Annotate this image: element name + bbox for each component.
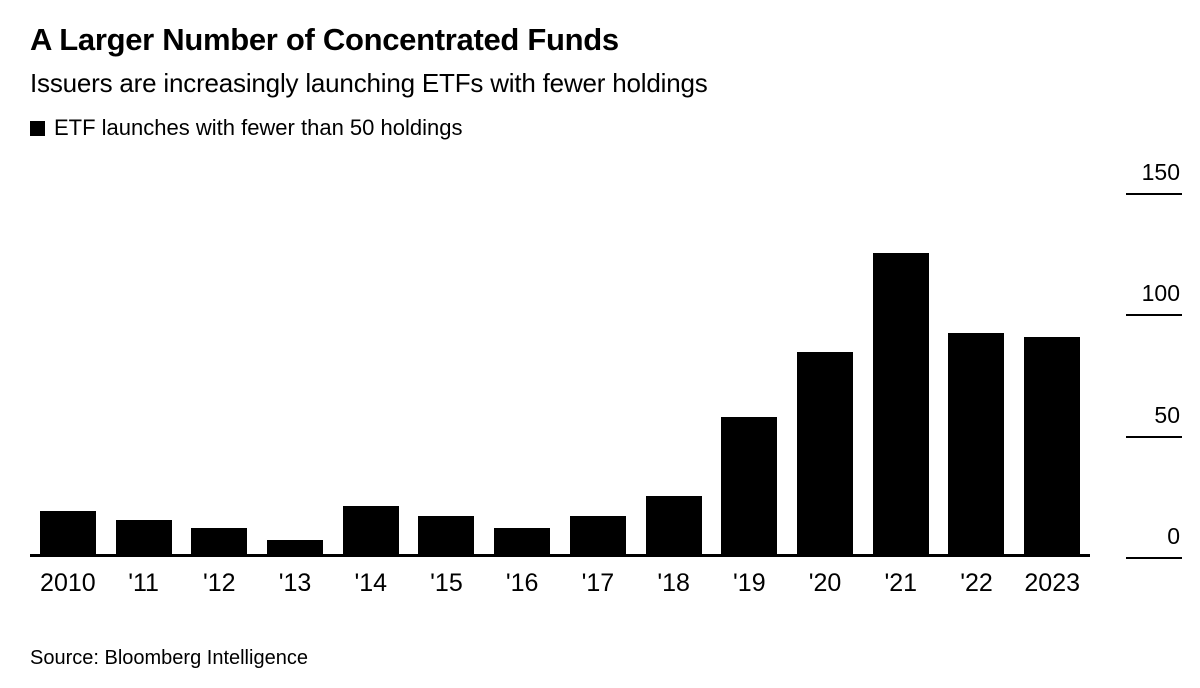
x-axis-labels: 2010 '11 '12 '13 '14 '15 '16 '17 '18 '19 '20 '21 '22…: [30, 569, 1182, 598]
x-axis-label: '22: [960, 569, 993, 597]
bar-slot: [333, 193, 409, 554]
bar-slot: [484, 193, 560, 554]
bar-slot: [560, 193, 636, 554]
y-tick-label: 50: [1154, 401, 1180, 428]
bar-slot: [939, 193, 1015, 554]
bar-16: [494, 527, 551, 554]
bar-22: [948, 332, 1005, 554]
bar-12: [191, 527, 248, 554]
chart-title: A Larger Number of Concentrated Funds: [30, 22, 619, 57]
bar-slot: [1014, 193, 1090, 554]
bar-slot: [181, 193, 257, 554]
legend-swatch-icon: [30, 120, 45, 136]
bar-slot: [636, 193, 712, 554]
bar-slot: [787, 193, 863, 554]
x-axis-label: '21: [884, 569, 918, 597]
bar-18: [645, 496, 702, 554]
y-tick-label: 0: [1167, 523, 1180, 549]
bar-14: [342, 505, 399, 554]
x-axis-label: '18: [657, 569, 690, 597]
bar-slot: [863, 193, 939, 554]
bar-slot: [409, 193, 485, 554]
bar-15: [418, 515, 475, 554]
x-axis-label: '17: [581, 569, 615, 597]
source-note: Source: Bloomberg Intelligence: [30, 647, 308, 669]
chart: 150 100 50 0: [30, 159, 1182, 559]
x-axis-label: '13: [278, 569, 312, 597]
x-axis-label: '19: [733, 569, 766, 597]
x-axis-label: '20: [808, 569, 842, 597]
chart-subtitle: Issuers are increasingly launching ETFs …: [30, 68, 708, 98]
y-tick-mark: [1126, 435, 1182, 438]
bar-slot: [711, 193, 787, 554]
x-axis-label: 2023: [1024, 569, 1081, 597]
x-axis-label: 2010: [40, 569, 96, 597]
plot-area: [30, 193, 1090, 557]
x-axis-label: '15: [430, 569, 463, 597]
y-tick-mark: [1126, 314, 1182, 317]
bar-2023: [1024, 337, 1081, 554]
bar-21: [872, 253, 929, 554]
bar-13: [267, 539, 324, 554]
y-tick-mark: [1126, 193, 1182, 195]
y-tick-label: 100: [1141, 280, 1180, 307]
y-tick-mark: [1126, 557, 1182, 559]
bar-11: [115, 520, 172, 554]
bar-slot: [30, 193, 106, 554]
y-axis: 150 100 50 0: [1120, 159, 1182, 559]
x-axis-label: '14: [354, 569, 388, 597]
bar-20: [797, 351, 854, 554]
bar-slot: [106, 193, 182, 554]
y-tick-label: 150: [1141, 159, 1180, 185]
bar-17: [569, 515, 626, 554]
x-axis-label: '12: [203, 569, 236, 597]
legend-label: ETF launches with fewer than 50 holdings: [54, 115, 463, 140]
legend: ETF launches with fewer than 50 holdings: [30, 115, 1182, 141]
bar-slot: [257, 193, 333, 554]
x-axis-label: '16: [505, 569, 539, 597]
x-axis-label: '11: [128, 569, 159, 597]
bar-2010: [39, 510, 96, 554]
bar-19: [721, 416, 778, 554]
